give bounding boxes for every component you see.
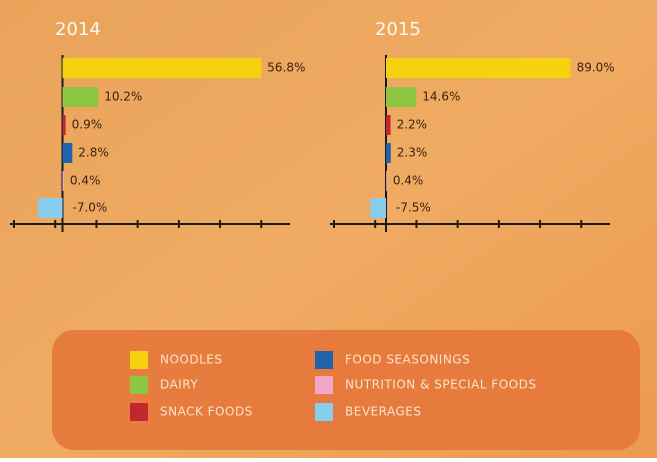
bar [62,143,73,163]
legend-box [52,330,640,450]
legend-label: SNACK FOODS [160,405,253,419]
legend-label: NOODLES [160,353,223,367]
plots: 2014 56.8% 10.2%0.9% 2.8% 0.4% -7.0% 2015 89.0%… [10,19,615,232]
bar [38,198,63,218]
bar [386,87,417,107]
legend-label: NUTRITION & SPECIAL FOODS [345,378,536,392]
value-label: -7.5% [396,201,431,215]
legend-swatch [130,376,148,394]
bar [370,198,386,218]
value-label: 0.9% [72,118,103,132]
value-label: 2.2% [397,118,428,132]
legend-label: DAIRY [160,378,198,392]
bar [386,143,391,163]
value-label: 2.8% [78,146,109,160]
legend-label: BEVERAGES [345,405,421,419]
legend-swatch [315,403,333,421]
value-label: -7.0% [73,201,108,215]
bar [386,115,391,135]
bar [386,58,571,78]
bar [62,87,99,107]
bar [62,115,66,135]
legend-label: FOOD SEASONINGS [345,353,470,367]
value-label: 10.2% [104,90,142,104]
legend-swatch [130,351,148,369]
value-label: 14.6% [422,90,460,104]
panel-title: 2015 [375,19,421,40]
value-label: 56.8% [267,61,305,75]
legend-swatch [315,376,333,394]
bar [386,171,387,191]
value-label: 2.3% [397,146,428,160]
bar [62,171,64,191]
legend-swatch [130,403,148,421]
legend-swatch [315,351,333,369]
panel-title: 2014 [55,19,101,40]
value-label: 89.0% [577,61,615,75]
bar [62,58,262,78]
value-label: 0.4% [393,174,424,188]
value-label: 0.4% [70,174,101,188]
legend: NOODLES DAIRY SNACK FOODS FOOD SEASONINGS NU… [130,351,536,421]
